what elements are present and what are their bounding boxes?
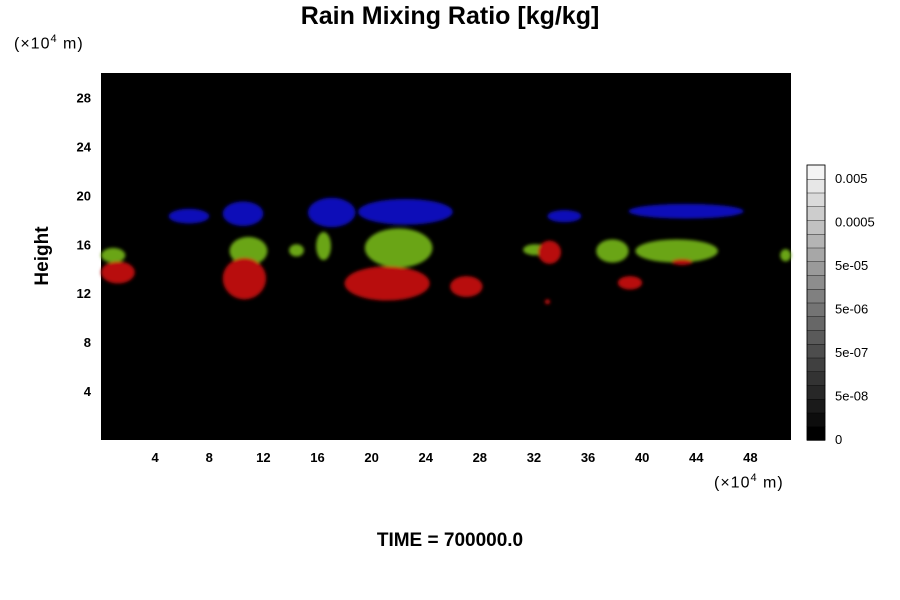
colorbar-label: 0 [835, 432, 842, 447]
rain-feature-8 [289, 244, 304, 257]
rain-feature-5 [628, 203, 744, 219]
rain-feature-7 [229, 236, 268, 266]
y-tick-label: 28 [77, 90, 91, 105]
rain-feature-1 [222, 201, 264, 226]
rain-feature-22 [544, 299, 551, 305]
x-tick-label: 40 [635, 450, 649, 465]
colorbar-swatch [806, 274, 826, 290]
x-axis-unit: (×104 m) [714, 472, 784, 492]
rain-feature-19 [538, 240, 561, 264]
y-tick-label: 8 [84, 335, 91, 350]
x-tick-label: 48 [743, 450, 757, 465]
colorbar-swatch [806, 371, 826, 386]
rain-feature-16 [222, 257, 267, 300]
rain-feature-0 [168, 208, 210, 224]
colorbar-label: 5e-06 [835, 302, 868, 317]
x-tick-label: 24 [418, 450, 433, 465]
x-tick-label: 8 [206, 450, 213, 465]
rain-feature-6 [101, 247, 126, 263]
rain-feature-14 [780, 249, 792, 262]
colorbar-swatch [806, 219, 826, 235]
rain-feature-20 [617, 276, 643, 290]
colorbar-swatch [806, 178, 826, 194]
colorbar-label: 5e-07 [835, 345, 868, 360]
rain-feature-9 [316, 232, 332, 261]
rain-feature-13 [635, 239, 718, 263]
x-tick-label: 12 [256, 450, 270, 465]
rain-feature-15 [101, 261, 135, 284]
colorbar-swatch [806, 357, 826, 372]
rain-feature-10 [364, 228, 433, 268]
x-tick-label: 36 [581, 450, 595, 465]
rain-feature-2 [308, 197, 356, 228]
rain-feature-17 [344, 266, 430, 301]
colorbar-swatch [806, 192, 826, 207]
colorbar-swatch [806, 426, 826, 441]
rain-feature-3 [358, 199, 453, 225]
y-tick-label: 16 [77, 237, 91, 252]
y-tick-label: 20 [77, 188, 91, 203]
y-axis-unit: (×104 m) [14, 33, 84, 53]
x-tick-label: 28 [473, 450, 487, 465]
colorbar-swatch [806, 288, 826, 304]
x-tick-label: 44 [689, 450, 704, 465]
colorbar-label: 0.0005 [835, 215, 875, 230]
colorbar-label: 5e-08 [835, 389, 868, 404]
x-tick-label: 20 [364, 450, 378, 465]
colorbar-swatch [806, 384, 826, 400]
rain-feature-4 [547, 210, 582, 223]
y-tick-label: 4 [84, 384, 92, 399]
x-tick-label: 32 [527, 450, 541, 465]
y-tick-label: 12 [77, 286, 91, 301]
colorbar-swatch [806, 343, 826, 359]
colorbar-swatch [806, 316, 826, 331]
colorbar-swatch [806, 247, 826, 262]
colorbar-swatch [806, 398, 826, 414]
rain-feature-18 [450, 276, 483, 297]
colorbar-swatch [806, 302, 826, 317]
colorbar-swatch [806, 329, 826, 345]
x-tick-label: 4 [152, 450, 160, 465]
colorbar-swatch [806, 164, 826, 180]
colorbar-label: 5e-05 [835, 258, 868, 273]
colorbar-swatch [806, 206, 826, 221]
colorbar-swatch [806, 233, 826, 249]
chart-title: Rain Mixing Ratio [kg/kg] [300, 2, 600, 30]
x-tick-label: 16 [310, 450, 324, 465]
time-label: TIME = 700000.0 [376, 530, 524, 551]
colorbar-label: 0.005 [835, 171, 868, 186]
rain-feature-21 [671, 258, 693, 266]
y-tick-label: 24 [77, 139, 92, 154]
colorbar-swatch [806, 412, 826, 427]
rain-feature-12 [596, 239, 629, 263]
colorbar-swatch [806, 261, 826, 276]
colorbar-frame [806, 164, 826, 441]
